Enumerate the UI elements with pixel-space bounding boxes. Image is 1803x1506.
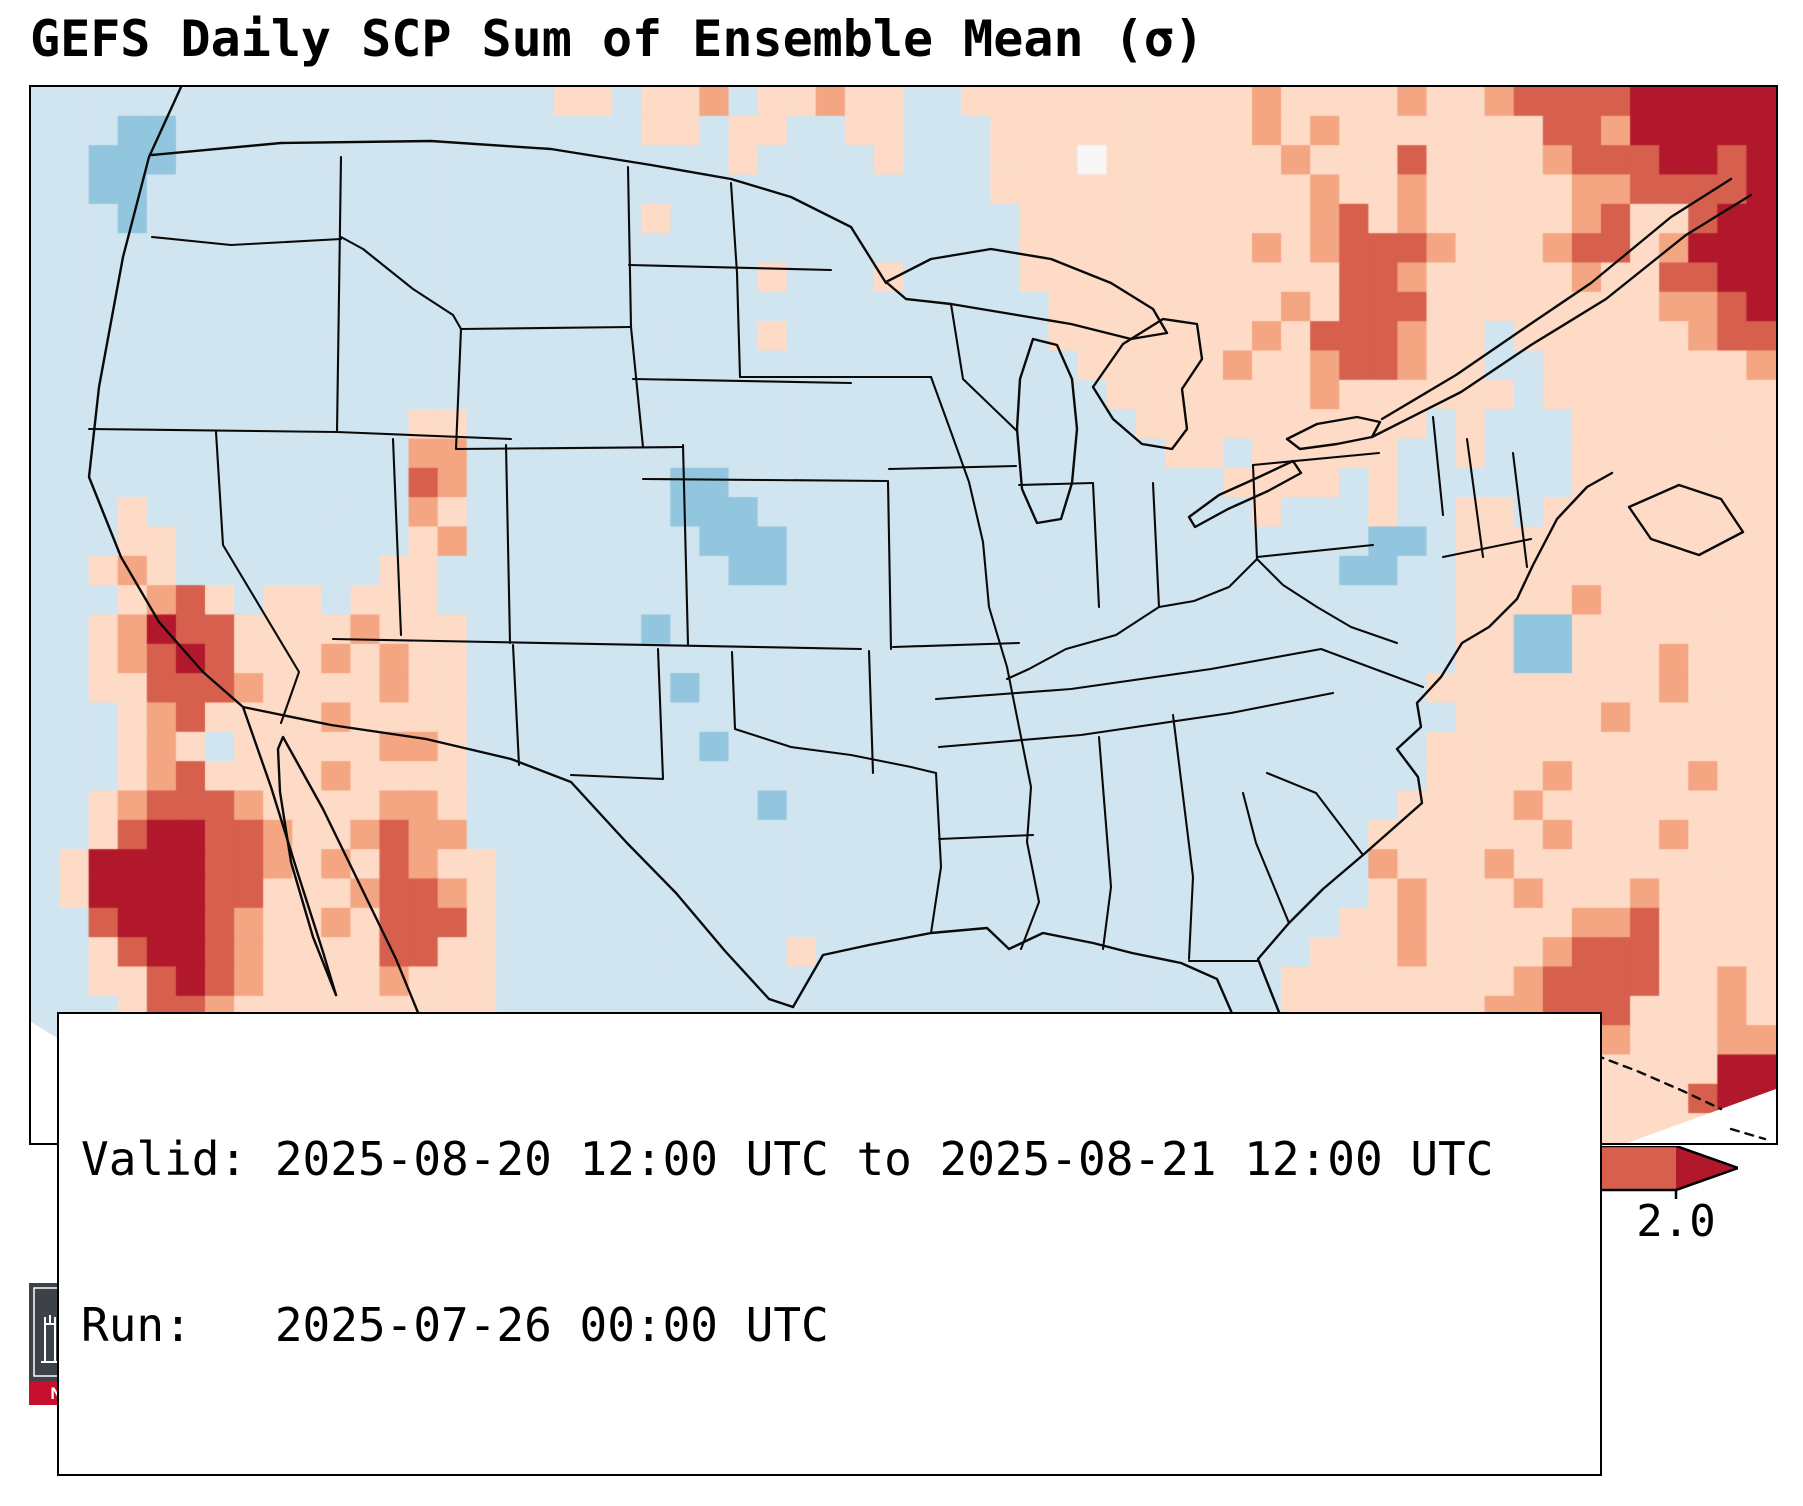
mexico-border xyxy=(241,705,795,1009)
scp-heatmap-canvas xyxy=(31,87,1776,1143)
figure-title: GEFS Daily SCP Sum of Ensemble Mean (σ) xyxy=(30,10,1204,68)
great-lakes xyxy=(884,247,1382,529)
coastline xyxy=(87,87,1614,1143)
state-lines xyxy=(87,155,1533,963)
colorbar-outline xyxy=(66,1146,1738,1192)
colorbar-over-arrow xyxy=(1676,1146,1738,1190)
valid-time-text: Valid: 2025-08-20 12:00 UTC to 2025-08-2… xyxy=(81,1132,1494,1187)
run-time-text: Run: 2025-07-26 00:00 UTC xyxy=(81,1297,829,1352)
forecast-info-box: Valid: 2025-08-20 12:00 UTC to 2025-08-2… xyxy=(57,1012,1602,1476)
map-boundaries-overlay xyxy=(31,87,1776,1143)
colorbar-tick-label: 2.0 xyxy=(1636,1196,1716,1247)
canada-border xyxy=(150,139,1753,557)
map-panel: Valid: 2025-08-20 12:00 UTC to 2025-08-2… xyxy=(29,85,1778,1476)
